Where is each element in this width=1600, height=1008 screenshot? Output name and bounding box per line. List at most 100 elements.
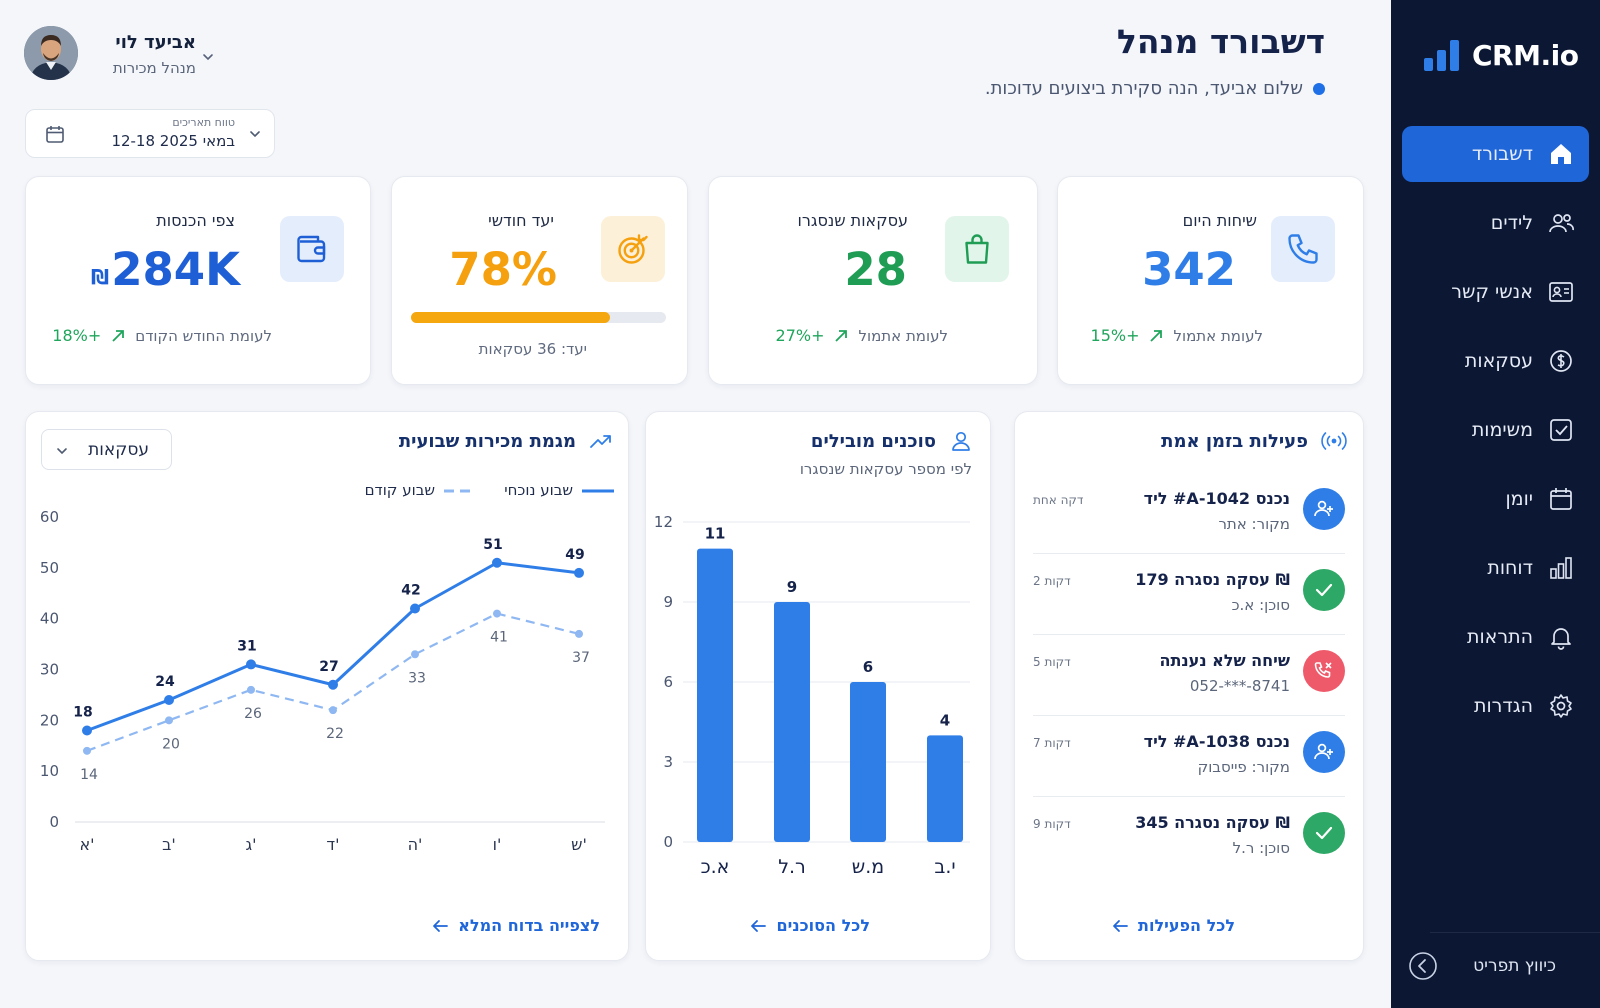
compare-text: לעומת החודש הקודם <box>135 326 272 345</box>
legend-current-swatch <box>582 489 614 493</box>
change-percent: +15% <box>1090 326 1140 345</box>
shopping-bag-icon <box>965 234 989 264</box>
metric-dropdown[interactable]: עסקאות <box>41 429 172 470</box>
kpi-icon-bg <box>280 216 344 282</box>
sidebar-item-3[interactable]: עסקאות <box>1402 333 1589 389</box>
activity-divider <box>1033 796 1345 797</box>
y-tick-label: 12 <box>654 513 673 531</box>
logo[interactable]: CRM.io <box>1424 38 1579 72</box>
activity-item[interactable]: ליד #A-1038 נכנס מקור: פייסבוק 7 דקות <box>1033 718 1345 798</box>
data-point <box>411 650 419 659</box>
sidebar-item-6[interactable]: דוחות <box>1402 540 1589 596</box>
activity-time: 9 דקות <box>1033 817 1071 831</box>
subtitle-text: שלום אביעד, הנה סקירת ביצועים עדוכות. <box>984 78 1303 99</box>
collapse-menu-label: כיווץ תפריט <box>1473 956 1556 976</box>
sidebar-item-1[interactable]: לידים <box>1402 195 1589 251</box>
home-icon <box>1551 144 1571 164</box>
activity-title: שיחה שלא נענתה <box>1159 651 1290 670</box>
all-activity-link[interactable]: לכל הפעילות <box>1112 916 1235 935</box>
trend-up-icon <box>835 329 848 342</box>
goal-target-text: יעד: 36 עסקאות <box>478 340 587 358</box>
legend: שבוע נוכחי שבוע קודם <box>360 480 620 502</box>
chevron-down-icon <box>203 54 213 61</box>
data-point <box>83 746 91 755</box>
activity-divider <box>1033 715 1345 716</box>
data-point <box>247 685 255 694</box>
chevron-left-circle-icon <box>1409 952 1437 980</box>
y-tick-label: 10 <box>40 762 59 780</box>
date-range-picker[interactable]: טווח תאריכים 12-18 במאי 2025 <box>25 109 275 158</box>
bar <box>850 682 886 842</box>
data-point <box>165 716 173 725</box>
activity-time: 5 דקות <box>1033 655 1071 669</box>
broadcast-icon <box>1321 432 1347 450</box>
collapse-menu-button[interactable]: כיווץ תפריט <box>1408 950 1568 982</box>
x-tick-label: א' <box>79 835 94 854</box>
kpi-card-calls[interactable]: שיחות היום 342 לעומת אתמול +15% <box>1057 176 1364 385</box>
sidebar-item-label: אנשי קשר <box>1451 281 1533 303</box>
sidebar-item-5[interactable]: יומן <box>1402 471 1589 527</box>
kpi-card-monthly-goal[interactable]: יעד חודשי 78% יעד: 36 עסקאות <box>391 176 688 385</box>
user-name: אביעד לוי <box>115 32 196 53</box>
activity-title: עסקה נסגרה 345 ₪ <box>1135 813 1290 832</box>
y-tick-label: 30 <box>40 661 59 679</box>
data-point <box>574 567 584 578</box>
data-point <box>493 609 501 618</box>
data-label: 24 <box>155 674 175 690</box>
kpi-change: לעומת אתמול +15% <box>1091 326 1263 345</box>
activity-subtitle: סוכן: א.כ <box>1231 596 1290 614</box>
sidebar-item-8[interactable]: הגדרות <box>1402 678 1589 734</box>
activity-time: דקה אחת <box>1033 493 1084 507</box>
trend-up-icon <box>112 329 125 342</box>
sidebar-item-label: התראות <box>1467 626 1533 648</box>
data-point <box>246 659 256 670</box>
kpi-label: יעד חודשי <box>488 211 554 230</box>
target-icon <box>618 234 648 264</box>
activity-item[interactable]: עסקה נסגרה 345 ₪ סוכן: ר.ל 9 דקות <box>1033 799 1345 879</box>
compare-text: לעומת אתמול <box>1173 326 1263 345</box>
goal-progress-track <box>411 312 666 323</box>
trend-up-icon <box>1150 329 1163 342</box>
data-label: 49 <box>565 547 584 563</box>
kpi-value: 78% <box>449 243 557 296</box>
sales-trend-title: מגמת מכירות שבועית <box>398 431 576 452</box>
top-agents-subtitle: לפי מספר עסקאות שנסגרו <box>799 460 972 478</box>
kpi-card-revenue[interactable]: צפי הכנסות 284K ₪ לעומת החודש הקודם +18% <box>25 176 371 385</box>
x-tick-label: ג' <box>246 835 257 854</box>
kpi-card-deals[interactable]: עסקאות שנסגרו 28 לעומת אתמול +27% <box>708 176 1038 385</box>
data-label: 6 <box>863 658 873 676</box>
sidebar-item-2[interactable]: אנשי קשר <box>1402 264 1589 320</box>
data-label: 4 <box>940 711 950 729</box>
activity-icon-bg <box>1303 650 1345 692</box>
sidebar-item-label: דוחות <box>1487 557 1533 579</box>
series-line <box>86 561 580 732</box>
x-tick-label: ב' <box>162 835 176 854</box>
x-tick-label: ו' <box>493 835 502 854</box>
missed-call-icon <box>1314 662 1332 678</box>
bar <box>927 735 963 842</box>
all-agents-link[interactable]: לכל הסוכנים <box>750 916 870 935</box>
activity-item[interactable]: עסקה נסגרה 179 ₪ סוכן: א.כ 2 דקות <box>1033 556 1345 636</box>
logo-bars-icon <box>1424 40 1459 71</box>
y-tick-label: 0 <box>663 833 673 851</box>
activity-divider <box>1033 553 1345 554</box>
chevron-down-icon <box>57 448 67 455</box>
data-label: 18 <box>73 705 92 721</box>
sales-trend-card <box>25 411 629 961</box>
kpi-change: לעומת אתמול +27% <box>776 326 948 345</box>
bar-chart-icon <box>1550 557 1572 579</box>
data-label: 22 <box>326 726 344 742</box>
x-tick-label: ד' <box>326 835 339 854</box>
data-point <box>328 679 338 690</box>
link-text: לכל הפעילות <box>1138 916 1235 935</box>
bar <box>697 548 733 842</box>
activity-item[interactable]: שיחה שלא נענתה 052-***-8741 5 דקות <box>1033 637 1345 717</box>
user-menu[interactable]: אביעד לוי מנהל מכירות <box>24 26 224 82</box>
full-report-link[interactable]: לצפייה בדוח המלא <box>432 916 600 935</box>
activity-item[interactable]: ליד #A-1042 נכנס מקור: אתר דקה אחת <box>1033 475 1345 555</box>
sidebar-item-0[interactable]: דשבורד <box>1402 126 1589 182</box>
sidebar-item-4[interactable]: משימות <box>1402 402 1589 458</box>
activity-subtitle: סוכן: ר.ל <box>1232 839 1290 857</box>
sidebar-item-7[interactable]: התראות <box>1402 609 1589 665</box>
status-dot <box>1313 82 1325 95</box>
